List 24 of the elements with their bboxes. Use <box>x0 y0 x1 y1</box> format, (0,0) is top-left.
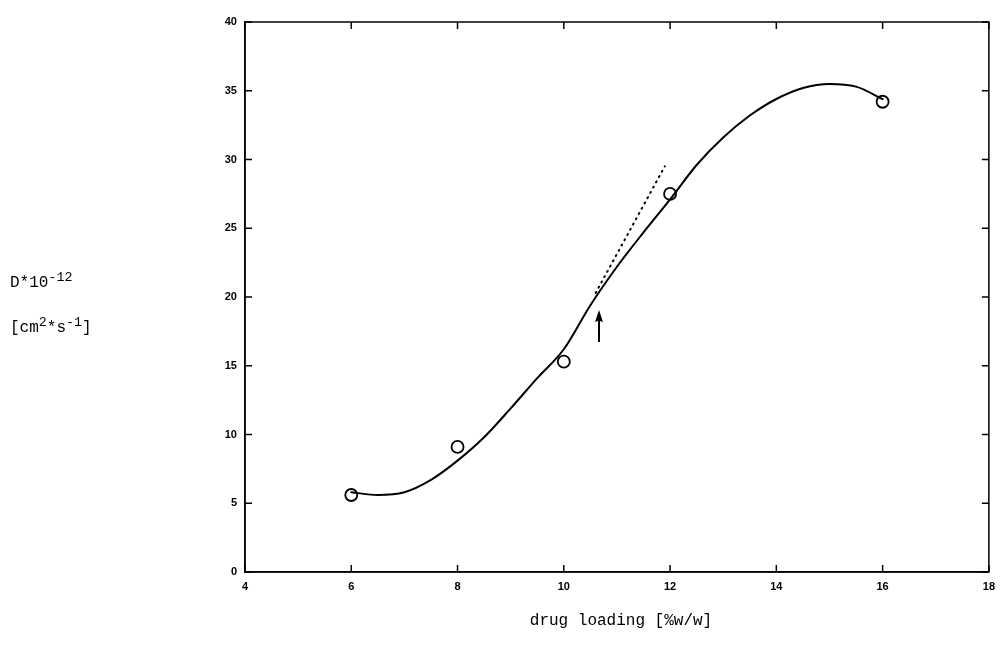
x-tick-label: 10 <box>557 579 570 592</box>
y-tick-label: 35 <box>224 83 237 96</box>
x-tick-label: 14 <box>770 579 784 592</box>
x-tick-label: 12 <box>663 579 677 592</box>
point <box>450 439 465 454</box>
x-tick-label: 4 <box>241 579 249 592</box>
x-axis-title: drug loading [%w/w] <box>528 612 714 630</box>
point <box>875 94 890 109</box>
point <box>663 186 677 201</box>
y-tick-label: 25 <box>224 221 237 234</box>
y-tick-label: 15 <box>224 358 237 371</box>
x-tick-label: 18 <box>982 579 996 592</box>
x-tick-label: 8 <box>454 579 461 592</box>
point <box>556 354 571 369</box>
y-tick-label: 40 <box>224 15 237 28</box>
y-tick-label: 10 <box>224 427 237 440</box>
y-tick-label: 20 <box>224 290 237 303</box>
text: D*10$^{-12}$ [cm$^{2}$*s$^{-1}$] <box>10 270 92 338</box>
x-tick-label: 6 <box>348 579 355 592</box>
x-tick-label: 16 <box>876 579 889 592</box>
y-tick-label: 30 <box>224 152 237 165</box>
point <box>344 488 359 502</box>
y-tick-label: 0 <box>230 565 237 578</box>
y-tick-label: 5 <box>230 496 237 509</box>
